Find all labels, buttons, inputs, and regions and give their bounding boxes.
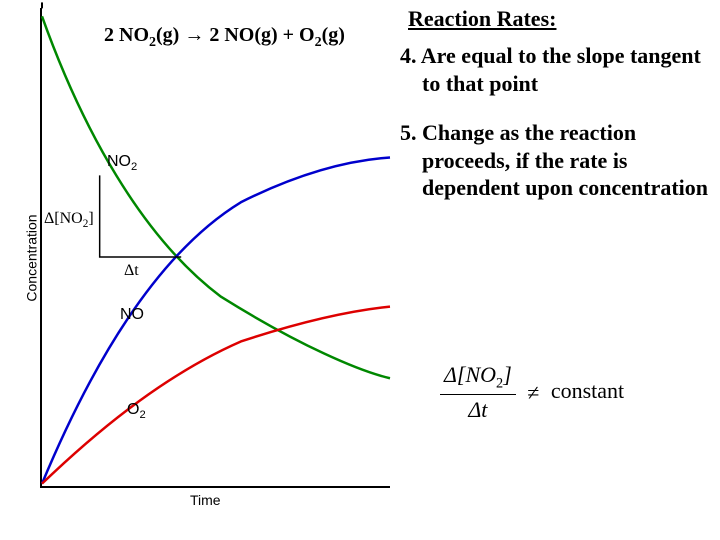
eq-left: 2 NO bbox=[104, 24, 149, 46]
curve-o2 bbox=[42, 307, 390, 484]
point-4: 4. Are equal to the slope tangent to tha… bbox=[422, 42, 716, 97]
x-axis-label: Time bbox=[190, 492, 221, 508]
label-o2: O2 bbox=[127, 401, 146, 421]
eq-left-sub: 2 bbox=[149, 35, 156, 50]
tangent-dt-label: Δt bbox=[124, 262, 139, 280]
fraction: Δ[NO2] Δt bbox=[440, 362, 516, 423]
denominator: Δt bbox=[440, 395, 516, 423]
constant-text: constant bbox=[551, 378, 624, 403]
eq-right-state: (g) bbox=[322, 24, 345, 46]
eq-arrow: → bbox=[179, 24, 209, 46]
rate-formula: Δ[NO2] Δt ≠ constant bbox=[440, 362, 624, 423]
tangent-dy-label: Δ[NO2] bbox=[44, 210, 94, 230]
reaction-equation: 2 NO2(g) → 2 NO(g) + O2(g) bbox=[104, 24, 345, 51]
plot-region: 2 NO2(g) → 2 NO(g) + O2(g) NO2 NO O2 Δ[N… bbox=[40, 8, 390, 488]
curve-no bbox=[42, 158, 390, 484]
curves-svg bbox=[42, 8, 390, 486]
y-axis-label: Concentration bbox=[24, 214, 40, 301]
label-no: NO bbox=[120, 306, 144, 324]
title: Reaction Rates: bbox=[400, 6, 716, 32]
numerator: Δ[NO2] bbox=[440, 362, 516, 395]
point-5: 5. Change as the reaction proceeds, if t… bbox=[422, 119, 716, 202]
eq-left-state: (g) bbox=[156, 24, 179, 46]
curve-no2 bbox=[42, 16, 390, 378]
chart-area: Concentration Time 2 NO2(g) → 2 NO(g) + … bbox=[0, 0, 400, 510]
tangent-triangle bbox=[100, 175, 182, 257]
not-equal: ≠ bbox=[527, 380, 539, 405]
eq-mid-sub: 2 bbox=[315, 35, 322, 50]
eq-mid: 2 NO(g) + O bbox=[209, 24, 314, 46]
label-no2: NO2 bbox=[107, 153, 137, 173]
text-panel: Reaction Rates: 4. Are equal to the slop… bbox=[400, 6, 716, 224]
